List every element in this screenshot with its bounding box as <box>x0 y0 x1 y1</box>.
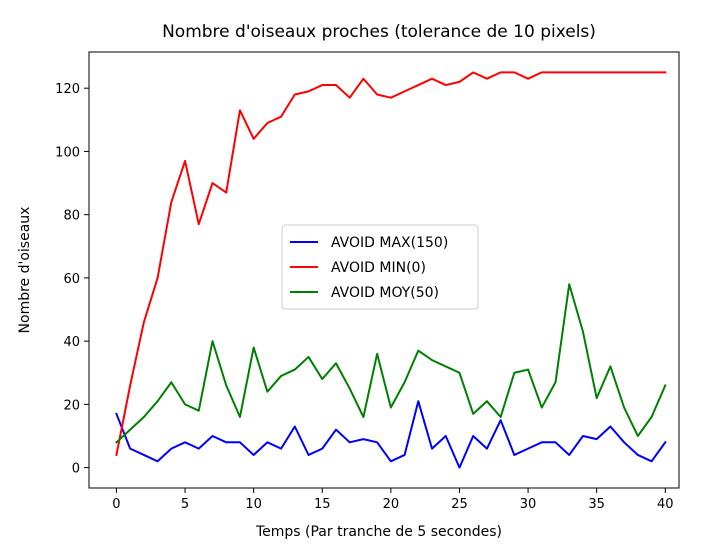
legend: AVOID MAX(150) AVOID MIN(0) AVOID MOY(50) <box>281 224 479 310</box>
y-axis-label: Nombre d'oiseaux <box>17 207 33 334</box>
x-tick-label: 35 <box>588 497 605 512</box>
series-line-0 <box>115 400 667 469</box>
x-tick-label: 5 <box>181 497 189 512</box>
series-line-2 <box>115 283 667 444</box>
x-axis-label: Temps (Par tranche de 5 secondes) <box>255 524 502 540</box>
chart-title: Nombre d'oiseaux proches (tolerance de 1… <box>162 22 596 42</box>
plot-area <box>115 71 667 469</box>
y-tick-label: 0 <box>72 462 80 477</box>
legend-label: AVOID MIN(0) <box>331 260 426 276</box>
x-tick-label: 40 <box>657 497 674 512</box>
y-tick-label: 120 <box>55 82 80 97</box>
y-tick-label: 40 <box>63 335 80 350</box>
y-tick-label: 60 <box>63 272 80 287</box>
series-line-1 <box>115 71 667 457</box>
legend-label: AVOID MAX(150) <box>331 235 448 251</box>
x-axis-ticks: 0 5 10 15 20 25 30 35 40 <box>112 488 674 512</box>
x-tick-label: 30 <box>520 497 537 512</box>
x-tick-label: 10 <box>245 497 262 512</box>
x-tick-label: 0 <box>112 497 120 512</box>
x-tick-label: 15 <box>314 497 331 512</box>
axes-frame <box>88 51 680 489</box>
y-tick-label: 100 <box>55 145 80 160</box>
x-tick-label: 25 <box>451 497 468 512</box>
y-tick-label: 20 <box>63 398 80 413</box>
y-axis-ticks: 0 20 40 60 80 100 120 <box>55 82 89 477</box>
y-tick-label: 80 <box>63 209 80 224</box>
x-tick-label: 20 <box>383 497 400 512</box>
legend-box <box>281 224 479 310</box>
legend-label: AVOID MOY(50) <box>331 285 439 301</box>
